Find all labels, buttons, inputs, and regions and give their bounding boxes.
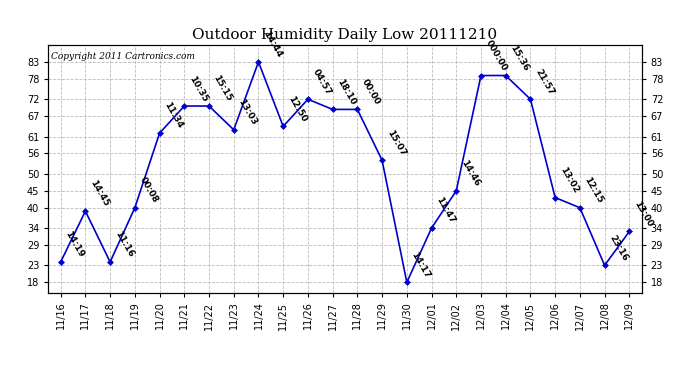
Text: 23:16: 23:16 (607, 233, 629, 262)
Text: 15:07: 15:07 (385, 128, 407, 158)
Text: 18:10: 18:10 (335, 78, 357, 106)
Text: Copyright 2011 Cartronics.com: Copyright 2011 Cartronics.com (51, 53, 195, 62)
Text: 14:17: 14:17 (410, 250, 432, 279)
Text: 14:19: 14:19 (63, 230, 86, 259)
Text: 00:00: 00:00 (360, 78, 382, 106)
Text: 14:45: 14:45 (88, 179, 110, 209)
Text: 12:50: 12:50 (286, 94, 308, 124)
Text: 15:36: 15:36 (509, 44, 531, 73)
Text: 11:47: 11:47 (434, 196, 457, 225)
Title: Outdoor Humidity Daily Low 20111210: Outdoor Humidity Daily Low 20111210 (193, 28, 497, 42)
Text: 13:02: 13:02 (558, 166, 580, 195)
Text: 14:44: 14:44 (262, 30, 284, 59)
Text: 14:46: 14:46 (459, 159, 481, 188)
Text: 21:57: 21:57 (533, 67, 555, 96)
Text: 11:16: 11:16 (113, 230, 135, 259)
Text: 13:03: 13:03 (237, 98, 259, 127)
Text: 11:34: 11:34 (162, 101, 184, 130)
Text: 00:08: 00:08 (137, 176, 159, 205)
Text: 04:57: 04:57 (310, 67, 333, 96)
Text: 13:00: 13:00 (632, 200, 654, 229)
Text: 12:15: 12:15 (582, 176, 604, 205)
Text: 000:00: 000:00 (484, 39, 509, 73)
Text: 10:35: 10:35 (187, 74, 209, 103)
Text: 15:15: 15:15 (212, 74, 234, 103)
